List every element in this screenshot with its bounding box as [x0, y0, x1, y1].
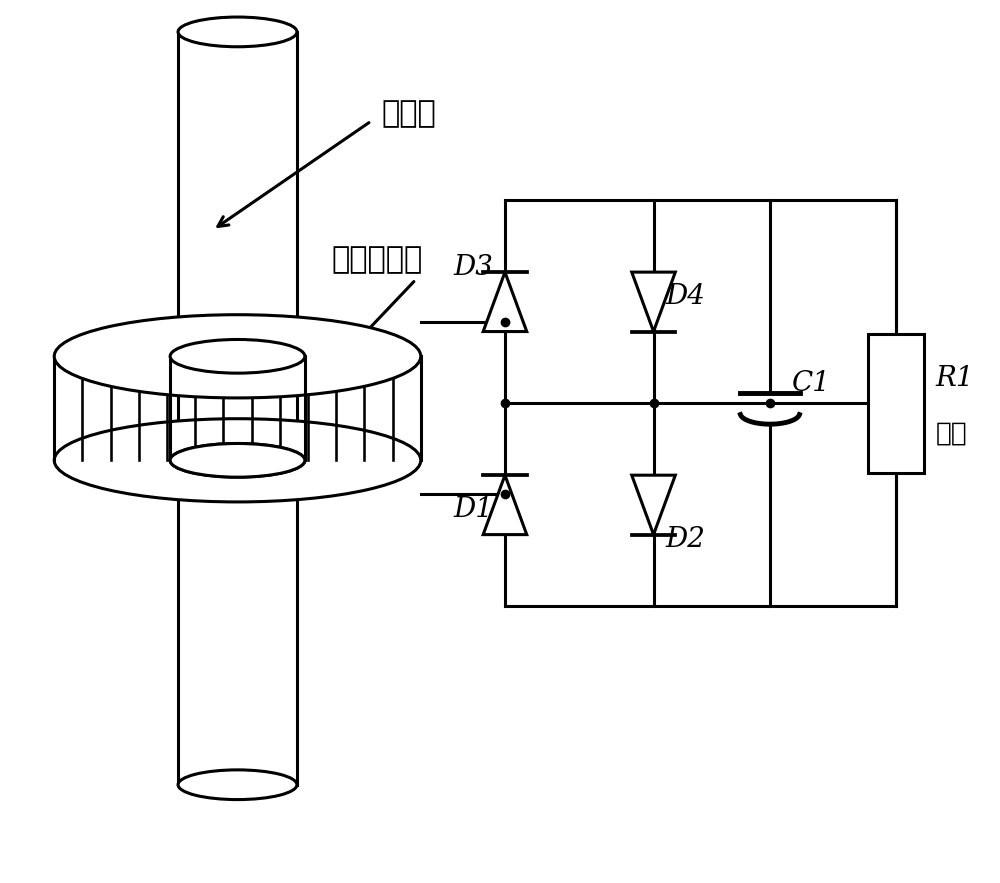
- Polygon shape: [632, 272, 675, 331]
- Ellipse shape: [170, 443, 305, 477]
- Ellipse shape: [54, 314, 421, 398]
- Text: D1: D1: [453, 496, 493, 524]
- Ellipse shape: [170, 443, 305, 477]
- Ellipse shape: [178, 17, 297, 47]
- Ellipse shape: [178, 770, 297, 800]
- Text: 电缆线: 电缆线: [381, 100, 436, 129]
- Bar: [868, 334, 924, 472]
- Text: R1: R1: [936, 365, 974, 392]
- Polygon shape: [632, 475, 675, 534]
- Ellipse shape: [54, 419, 421, 502]
- Text: 负载: 负载: [936, 420, 968, 446]
- Text: D4: D4: [665, 283, 705, 311]
- Text: C1: C1: [792, 370, 831, 397]
- Text: 电流互感器: 电流互感器: [332, 245, 423, 275]
- Ellipse shape: [170, 339, 305, 374]
- Text: D2: D2: [665, 526, 705, 553]
- Text: D3: D3: [453, 253, 493, 281]
- Polygon shape: [483, 272, 527, 331]
- Polygon shape: [483, 475, 527, 534]
